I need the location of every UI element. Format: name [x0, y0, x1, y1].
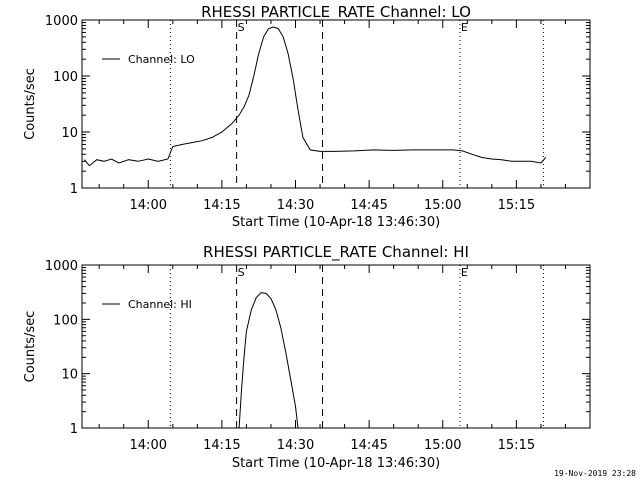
y-axis-label: Counts/sec	[23, 311, 38, 383]
x-tick-label: 15:15	[498, 198, 535, 213]
y-axis-label: Counts/sec	[23, 68, 38, 140]
series-line	[84, 26, 547, 167]
footer-timestamp: 19-Nov-2019 23:28	[554, 469, 636, 478]
y-tick-label: 1000	[45, 14, 78, 29]
y-tick-label: 100	[53, 70, 78, 85]
y-tick-label: 1	[70, 182, 78, 197]
chart-title: RHESSI PARTICLE_RATE Channel: HI	[203, 243, 469, 262]
y-tick-label: 1	[70, 422, 78, 437]
x-tick-label: 14:30	[277, 438, 314, 453]
marker-label: S	[238, 21, 245, 34]
marker-label: S	[238, 266, 245, 279]
series-line	[238, 292, 299, 429]
x-tick-label: 14:15	[203, 438, 240, 453]
x-tick-label: 14:45	[350, 198, 387, 213]
x-tick-label: 15:00	[424, 198, 461, 213]
y-tick-label: 10	[61, 368, 78, 383]
y-tick-label: 10	[61, 126, 78, 141]
chart-panel-lo: RHESSI PARTICLE_RATE Channel: LO 1 10 100 10…	[23, 3, 591, 230]
x-tick-label: 15:15	[498, 438, 535, 453]
x-tick-label: 14:30	[277, 198, 314, 213]
plot-frame	[81, 264, 591, 429]
x-axis-label: Start Time (10-Apr-18 13:46:30)	[232, 456, 440, 471]
marker-label: E	[461, 21, 468, 34]
chart-panel-hi: RHESSI PARTICLE_RATE Channel: HI 1 10 100 10…	[23, 243, 591, 471]
x-tick-label: 14:00	[130, 438, 167, 453]
x-tick-label: 14:45	[350, 438, 387, 453]
x-tick-label: 14:00	[130, 198, 167, 213]
y-tick-label: 100	[53, 313, 78, 328]
legend-entry: Channel: HI	[128, 298, 192, 311]
x-tick-label: 14:15	[203, 198, 240, 213]
plot-frame	[81, 19, 591, 189]
legend-entry: Channel: LO	[128, 53, 195, 66]
marker-label: E	[461, 266, 468, 279]
y-tick-label: 1000	[45, 259, 78, 274]
x-tick-label: 15:00	[424, 438, 461, 453]
chart-title: RHESSI PARTICLE_RATE Channel: LO	[201, 3, 471, 22]
x-axis-label: Start Time (10-Apr-18 13:46:30)	[232, 215, 440, 230]
